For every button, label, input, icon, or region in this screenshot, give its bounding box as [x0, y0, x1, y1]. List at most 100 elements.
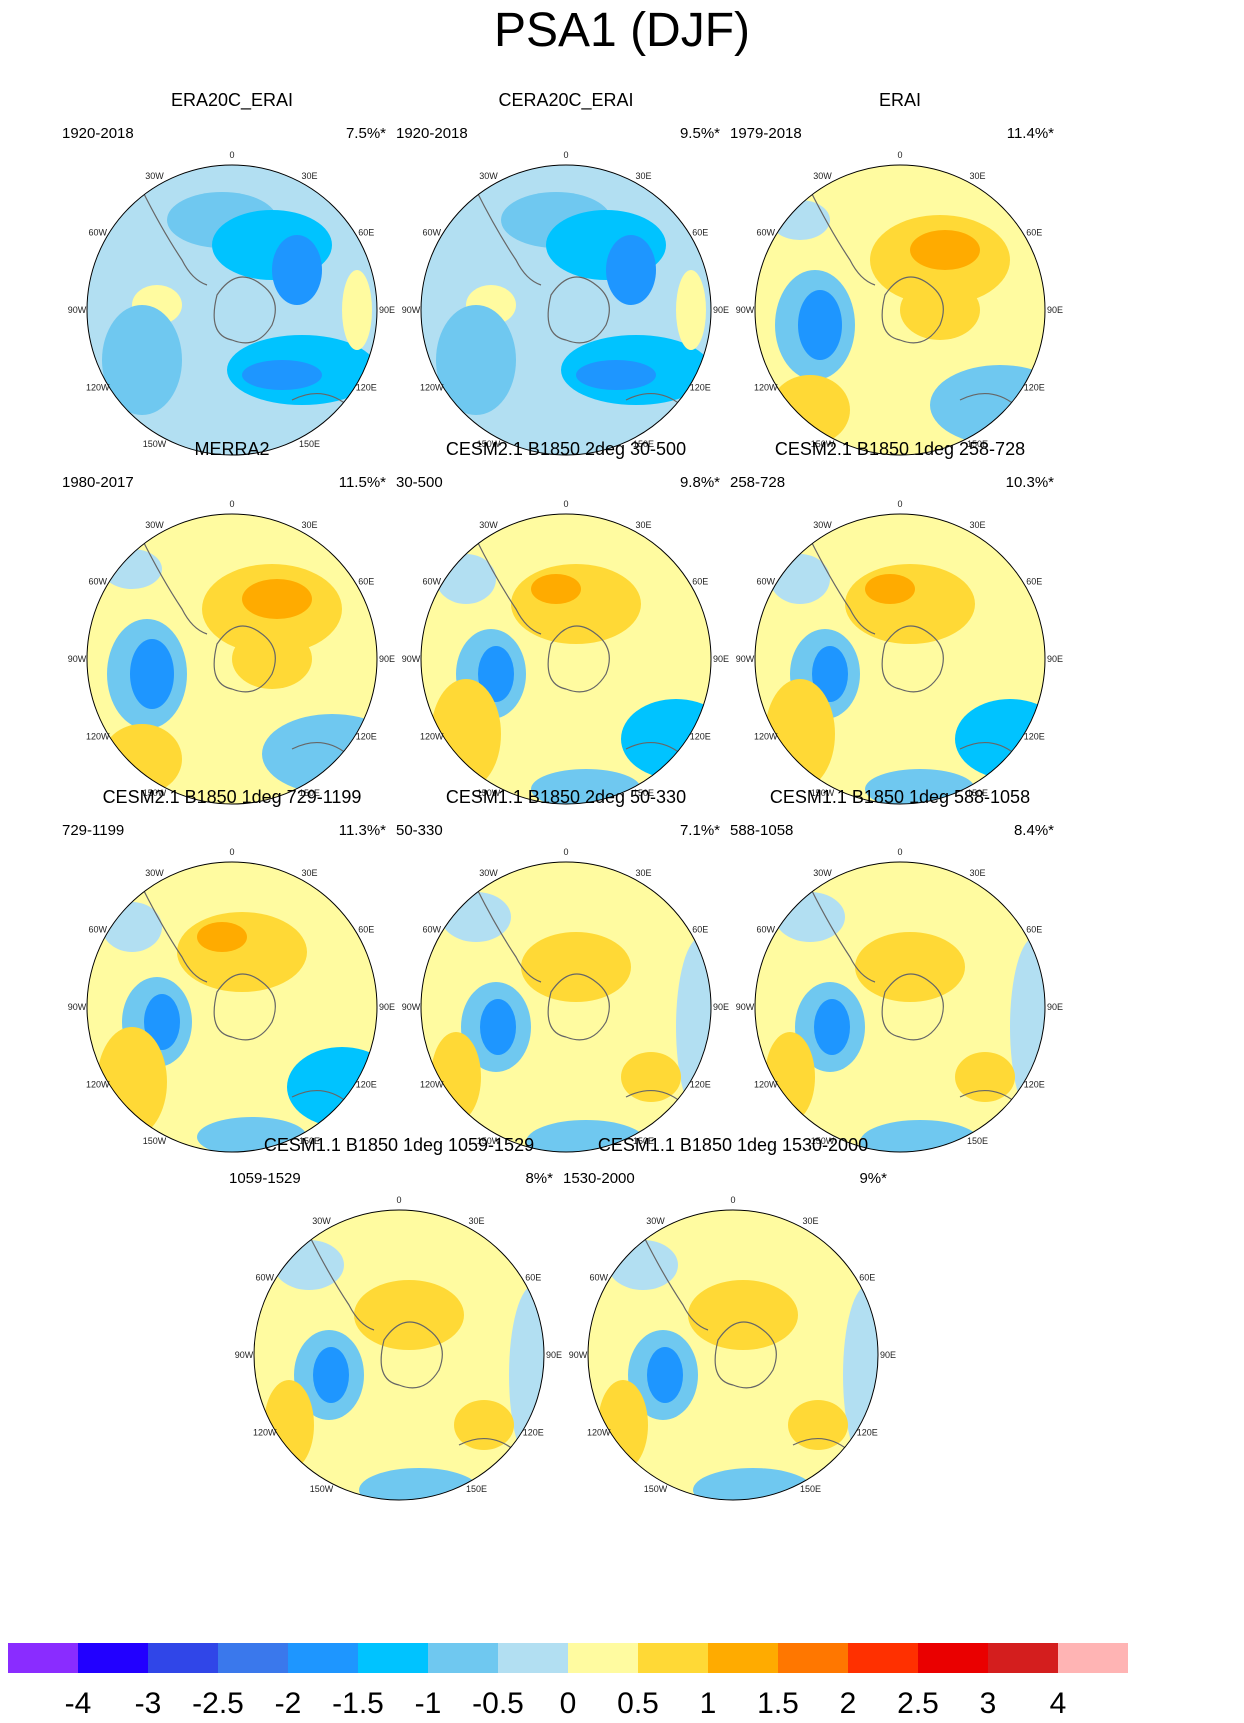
anomaly-region [606, 235, 656, 305]
longitude-label: 60W [89, 925, 108, 935]
longitude-label: 0 [897, 150, 902, 160]
antarctica-coastline [881, 625, 944, 693]
south-america-coastline [475, 538, 542, 635]
antarctica-coastline [213, 276, 276, 344]
longitude-label: 120W [754, 383, 778, 393]
longitude-label: 0 [897, 499, 902, 509]
longitude-label: 60E [358, 228, 374, 238]
longitude-label: 150E [967, 788, 988, 798]
anomaly-region [1010, 937, 1045, 1117]
map-border [86, 513, 378, 805]
contour-fill [755, 862, 1045, 1152]
panel-variance: 9.5%* [679, 125, 720, 142]
longitude-label: 150E [299, 439, 320, 449]
panel-variance: 11.4%* [1006, 125, 1054, 142]
map-border [86, 164, 378, 456]
contour-fill [421, 514, 711, 804]
anomaly-region [521, 932, 631, 1002]
antarctica-coastline [547, 625, 610, 693]
colorbar-swatch [568, 1643, 638, 1673]
anomaly-region [621, 1052, 681, 1102]
longitude-label: 150E [299, 1136, 320, 1146]
longitude-label: 150W [310, 1484, 334, 1494]
colorbar-swatch [288, 1643, 358, 1673]
panel-period: 1059-1529 [229, 1170, 301, 1187]
longitude-label: 0 [730, 1195, 735, 1205]
map-border [754, 861, 1046, 1153]
longitude-label: 30W [813, 868, 832, 878]
longitude-label: 90E [379, 654, 395, 664]
panel-period: 50-330 [396, 822, 443, 839]
anomaly-region [845, 564, 975, 644]
longitude-label: 30E [301, 520, 317, 530]
contour-fill [87, 514, 377, 804]
colorbar-swatch [8, 1643, 78, 1673]
longitude-label: 150W [477, 1136, 501, 1146]
background-field [421, 514, 711, 804]
longitude-label: 60W [423, 577, 442, 587]
polar-map: 030E60E90E120E150E180150W120W90W60W30W [569, 1195, 896, 1501]
colorbar-swatch [358, 1643, 428, 1673]
longitude-label: 30W [479, 520, 498, 530]
longitude-label: 30E [635, 520, 651, 530]
longitude-label: 90E [713, 305, 729, 315]
colorbar-swatch [498, 1643, 568, 1673]
map-border [754, 513, 1046, 805]
polar-map: 030E60E90E120E150E180150W120W90W60W30W [736, 150, 1063, 456]
panel-period: 729-1199 [62, 822, 125, 839]
longitude-label: 90W [569, 1350, 588, 1360]
longitude-label: 30E [969, 171, 985, 181]
anomaly-region [177, 912, 307, 992]
polar-map: 030E60E90E120E150E180150W120W90W60W30W [68, 847, 395, 1153]
panel-title: CESM2.1 B1850 1deg 729-1199 [102, 787, 362, 807]
longitude-label: 120W [420, 732, 444, 742]
longitude-label: 90W [402, 654, 421, 664]
anomaly-region [313, 1347, 349, 1403]
anomaly-region [287, 1047, 377, 1127]
map-panel: CESM1.1 B1850 1deg 1530-2000 1530-2000 9… [553, 1135, 913, 1505]
longitude-label: 30W [813, 171, 832, 181]
polar-map: 030E60E90E120E150E180150W120W90W60W30W [68, 150, 395, 456]
colorbar-tick-label: -4 [65, 1687, 92, 1720]
anomaly-region [798, 290, 842, 360]
longitude-label: 90E [379, 305, 395, 315]
longitude-label: 60E [358, 925, 374, 935]
longitude-label: 150E [466, 1484, 487, 1494]
south-america-coastline [308, 1234, 375, 1331]
panel-title: CESM1.1 B1850 2deg 50-330 [445, 787, 687, 807]
longitude-label: 60E [1026, 925, 1042, 935]
anomaly-region [843, 1285, 878, 1465]
anomaly-region [359, 1468, 479, 1500]
colorbar-tick-label: -3 [135, 1687, 162, 1720]
longitude-label: 60E [1026, 577, 1042, 587]
longitude-label: 120E [356, 1080, 377, 1090]
longitude-label: 120W [754, 732, 778, 742]
contour-fill [421, 862, 711, 1152]
panel-period: 1530-2000 [563, 1170, 635, 1187]
antarctica-coastline [714, 1321, 777, 1389]
longitude-label: 30E [969, 520, 985, 530]
longitude-label: 90W [736, 654, 755, 664]
panel-title: MERRA2 [194, 439, 270, 459]
polar-map: 030E60E90E120E150E180150W120W90W60W30W [402, 499, 729, 805]
colorbar-tick-label: -1.5 [332, 1687, 384, 1720]
anomaly-region [342, 270, 372, 350]
anomaly-region [930, 365, 1045, 445]
anomaly-region [144, 994, 180, 1050]
contour-fill [254, 1210, 544, 1500]
longitude-label: 60E [692, 925, 708, 935]
anomaly-region [770, 375, 850, 445]
longitude-label: 60E [692, 228, 708, 238]
longitude-label: 90W [402, 1002, 421, 1012]
south-america-coastline [141, 538, 208, 635]
longitude-label: 30W [479, 171, 498, 181]
longitude-label: 120W [420, 383, 444, 393]
colorbar-swatch [918, 1643, 988, 1673]
panel-variance: 8.4%* [1013, 822, 1054, 839]
longitude-label: 60W [423, 228, 442, 238]
longitude-label: 120W [253, 1428, 277, 1438]
longitude-label: 120W [420, 1080, 444, 1090]
map-panel: CESM2.1 B1850 2deg 30-500 30-500 9.8%* 0… [386, 439, 746, 809]
map-panel: MERRA2 1980-2017 11.5%* 0 30E 60E 90E 120E 15… [52, 439, 412, 809]
longitude-label: 30E [635, 171, 651, 181]
